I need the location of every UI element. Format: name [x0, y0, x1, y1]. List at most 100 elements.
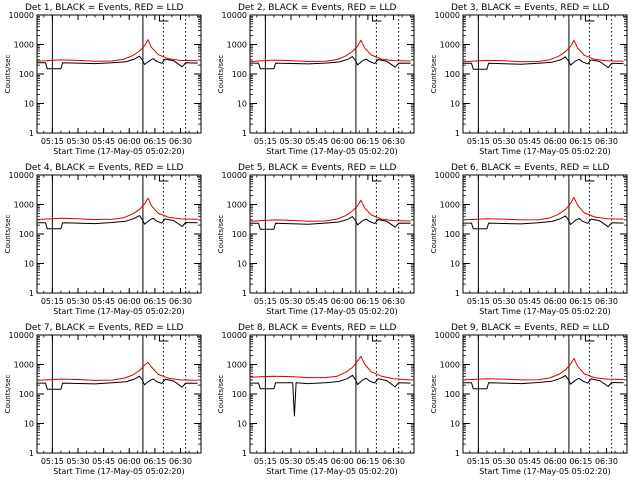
- y-tick-label: 1: [455, 129, 460, 138]
- x-tick-label: 05:45: [92, 457, 115, 466]
- plot-frame: [462, 14, 628, 134]
- y-axis-label: Counts/sec: [430, 55, 438, 94]
- y-tick-label: 1000: [440, 201, 460, 210]
- x-tick-label: 06:30: [169, 457, 192, 466]
- x-tick-label: 06:15: [569, 137, 592, 146]
- x-tick-label: 06:15: [569, 297, 592, 306]
- y-tick-label: 1: [242, 129, 247, 138]
- x-tick-label: 05:15: [467, 137, 490, 146]
- y-axis-label: Counts/sec: [4, 55, 12, 94]
- x-tick-label: 05:30: [66, 457, 89, 466]
- x-tick-label: 05:15: [467, 457, 490, 466]
- x-tick-label: 05:15: [254, 297, 277, 306]
- x-tick-label: 05:30: [279, 457, 302, 466]
- y-tick-label: 1: [242, 449, 247, 458]
- x-tick-label: 05:45: [305, 457, 328, 466]
- panel-title: Det 3, BLACK = Events, RED = LLD: [451, 3, 610, 13]
- x-tick-label: 05:15: [41, 457, 64, 466]
- lld-series-line: [249, 355, 411, 381]
- x-tick-label: 06:00: [118, 137, 141, 146]
- panel-title: Det 8, BLACK = Events, RED = LLD: [238, 323, 397, 333]
- events-series-line: [37, 375, 198, 390]
- lld-series-line: [249, 39, 411, 62]
- x-tick-label: 06:15: [356, 457, 379, 466]
- x-tick-label: 05:30: [66, 137, 89, 146]
- y-tick-label: 1000: [227, 41, 247, 50]
- interval-bracket: [158, 175, 169, 182]
- events-series-line: [37, 215, 198, 230]
- detector-panel: Det 2, BLACK = Events, RED = LLD 1 10 100 10…: [217, 3, 415, 156]
- y-tick-label: 10000: [435, 331, 460, 340]
- x-axis-label: Start Time (17-May-05 05:02:20): [53, 467, 184, 476]
- events-series-line: [463, 56, 624, 70]
- x-axis-label: Start Time (17-May-05 05:02:20): [266, 467, 397, 476]
- x-tick-label: 05:15: [254, 137, 277, 146]
- x-tick-label: 05:45: [518, 457, 541, 466]
- x-axis-label: Start Time (17-May-05 05:02:20): [479, 147, 610, 156]
- panel-title: Det 6, BLACK = Events, RED = LLD: [451, 163, 610, 173]
- x-tick-label: 06:00: [544, 457, 567, 466]
- x-axis-label: Start Time (17-May-05 05:02:20): [53, 307, 184, 316]
- y-tick-label: 10: [450, 260, 460, 269]
- x-axis-label: Start Time (17-May-05 05:02:20): [479, 307, 610, 316]
- plot-frame: [36, 14, 202, 134]
- x-tick-label: 05:30: [492, 297, 515, 306]
- x-tick-label: 05:30: [279, 297, 302, 306]
- x-tick-label: 06:15: [569, 457, 592, 466]
- plot-frame: [36, 334, 202, 454]
- x-tick-label: 06:00: [544, 297, 567, 306]
- y-tick-label: 10000: [435, 11, 460, 20]
- x-tick-label: 06:30: [169, 137, 192, 146]
- x-tick-label: 05:45: [305, 297, 328, 306]
- x-tick-label: 06:30: [169, 297, 192, 306]
- x-tick-label: 05:15: [41, 137, 64, 146]
- lld-series-line: [36, 39, 198, 62]
- detector-panel: Det 8, BLACK = Events, RED = LLD 1 10 100 10…: [217, 323, 415, 476]
- detector-panel: Det 1, BLACK = Events, RED = LLD 1 10 100 10…: [4, 3, 202, 156]
- y-tick-label: 100: [19, 230, 34, 239]
- y-tick-label: 1000: [227, 361, 247, 370]
- y-tick-label: 10000: [222, 171, 247, 180]
- x-tick-label: 05:45: [92, 137, 115, 146]
- detector-panel: Det 5, BLACK = Events, RED = LLD 1 10 100 10…: [217, 163, 415, 316]
- y-tick-label: 100: [445, 230, 460, 239]
- detector-panel: Det 9, BLACK = Events, RED = LLD 1 10 100 10…: [430, 323, 628, 476]
- interval-bracket: [158, 15, 169, 22]
- events-series-line: [463, 375, 624, 390]
- y-tick-label: 10: [237, 260, 247, 269]
- detector-panel: Det 7, BLACK = Events, RED = LLD 1 10 100 10…: [4, 323, 202, 476]
- interval-bracket: [584, 335, 595, 342]
- x-tick-label: 06:30: [595, 137, 618, 146]
- x-tick-label: 05:30: [492, 137, 515, 146]
- panel-title: Det 9, BLACK = Events, RED = LLD: [451, 323, 610, 333]
- y-axis-label: Counts/sec: [430, 215, 438, 254]
- detector-panel: Det 3, BLACK = Events, RED = LLD 1 10 100 10…: [430, 3, 628, 156]
- x-tick-label: 06:15: [356, 297, 379, 306]
- x-tick-label: 06:15: [143, 137, 166, 146]
- y-tick-label: 10: [24, 420, 34, 429]
- events-series-line: [37, 55, 198, 70]
- y-tick-label: 1: [242, 289, 247, 298]
- y-tick-label: 1: [455, 289, 460, 298]
- interval-bracket: [584, 15, 595, 22]
- x-tick-label: 06:15: [143, 297, 166, 306]
- y-tick-label: 10: [237, 420, 247, 429]
- panel-title: Det 7, BLACK = Events, RED = LLD: [25, 323, 184, 333]
- x-tick-label: 06:00: [331, 457, 354, 466]
- lld-series-line: [249, 199, 411, 222]
- plot-frame: [249, 334, 415, 454]
- y-tick-label: 10000: [435, 171, 460, 180]
- plot-frame: [462, 174, 628, 294]
- x-tick-label: 06:00: [118, 457, 141, 466]
- y-tick-label: 1000: [440, 361, 460, 370]
- y-tick-label: 10: [24, 260, 34, 269]
- interval-bracket: [584, 175, 595, 182]
- x-tick-label: 06:00: [118, 297, 141, 306]
- plot-frame: [249, 174, 415, 294]
- lld-series-line: [462, 196, 624, 221]
- y-axis-label: Counts/sec: [217, 55, 225, 94]
- x-tick-label: 06:30: [595, 457, 618, 466]
- x-tick-label: 05:30: [492, 457, 515, 466]
- y-axis-label: Counts/sec: [217, 375, 225, 414]
